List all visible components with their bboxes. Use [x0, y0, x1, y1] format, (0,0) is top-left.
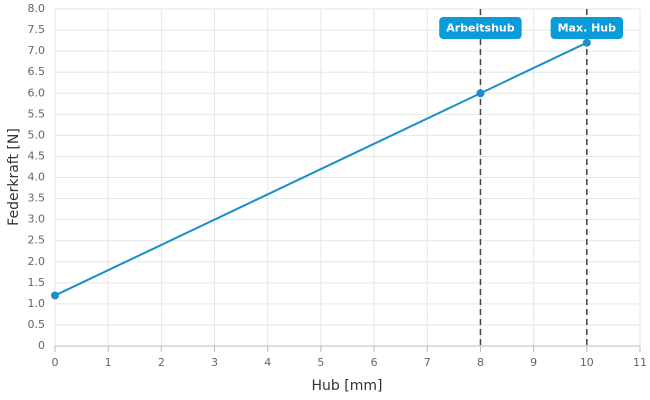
data-point [582, 38, 591, 47]
x-axis-title: Hub [mm] [312, 378, 383, 394]
x-tick-label: 6 [371, 356, 378, 369]
data-point [476, 89, 485, 98]
x-tick-label: 4 [264, 356, 271, 369]
x-tick-label: 0 [52, 356, 59, 369]
y-tick-label: 5.0 [28, 128, 46, 141]
y-tick-label: 4.0 [28, 171, 46, 184]
y-tick-label: 0 [38, 339, 45, 352]
x-tick-label: 10 [580, 356, 594, 369]
x-tick-label: 11 [633, 356, 647, 369]
x-tick-label: 7 [424, 356, 431, 369]
y-tick-label: 7.5 [28, 23, 46, 36]
y-tick-label: 6.0 [28, 86, 46, 99]
y-tick-label: 1.0 [28, 297, 46, 310]
y-tick-label: 3.5 [28, 192, 46, 205]
y-tick-label: 0.5 [28, 318, 46, 331]
y-tick-label: 6.5 [28, 65, 46, 78]
badge-label: Max. Hub [558, 22, 617, 35]
data-point [51, 291, 59, 300]
x-tick-label: 8 [477, 356, 484, 369]
y-tick-label: 8.0 [28, 2, 46, 15]
y-tick-label: 2.0 [28, 255, 46, 268]
y-tick-label: 7.0 [28, 44, 46, 57]
y-tick-label: 3.0 [28, 213, 46, 226]
annotation-badge: Max. Hub [550, 17, 624, 39]
badge-label: Arbeitshub [446, 22, 515, 35]
y-tick-label: 5.5 [28, 107, 46, 120]
badge-bg [550, 17, 624, 39]
x-tick-label: 9 [530, 356, 537, 369]
x-tick-label: 5 [317, 356, 324, 369]
x-tick-label: 1 [105, 356, 112, 369]
badge-bg [439, 17, 522, 39]
x-tick-label: 2 [158, 356, 165, 369]
y-tick-label: 4.5 [28, 149, 46, 162]
x-tick-label: 3 [211, 356, 218, 369]
annotation-badge: Arbeitshub [439, 17, 522, 39]
y-tick-label: 1.5 [28, 276, 46, 289]
y-tick-label: 2.5 [28, 234, 46, 247]
y-axis-title: Federkraft [N] [6, 128, 22, 226]
